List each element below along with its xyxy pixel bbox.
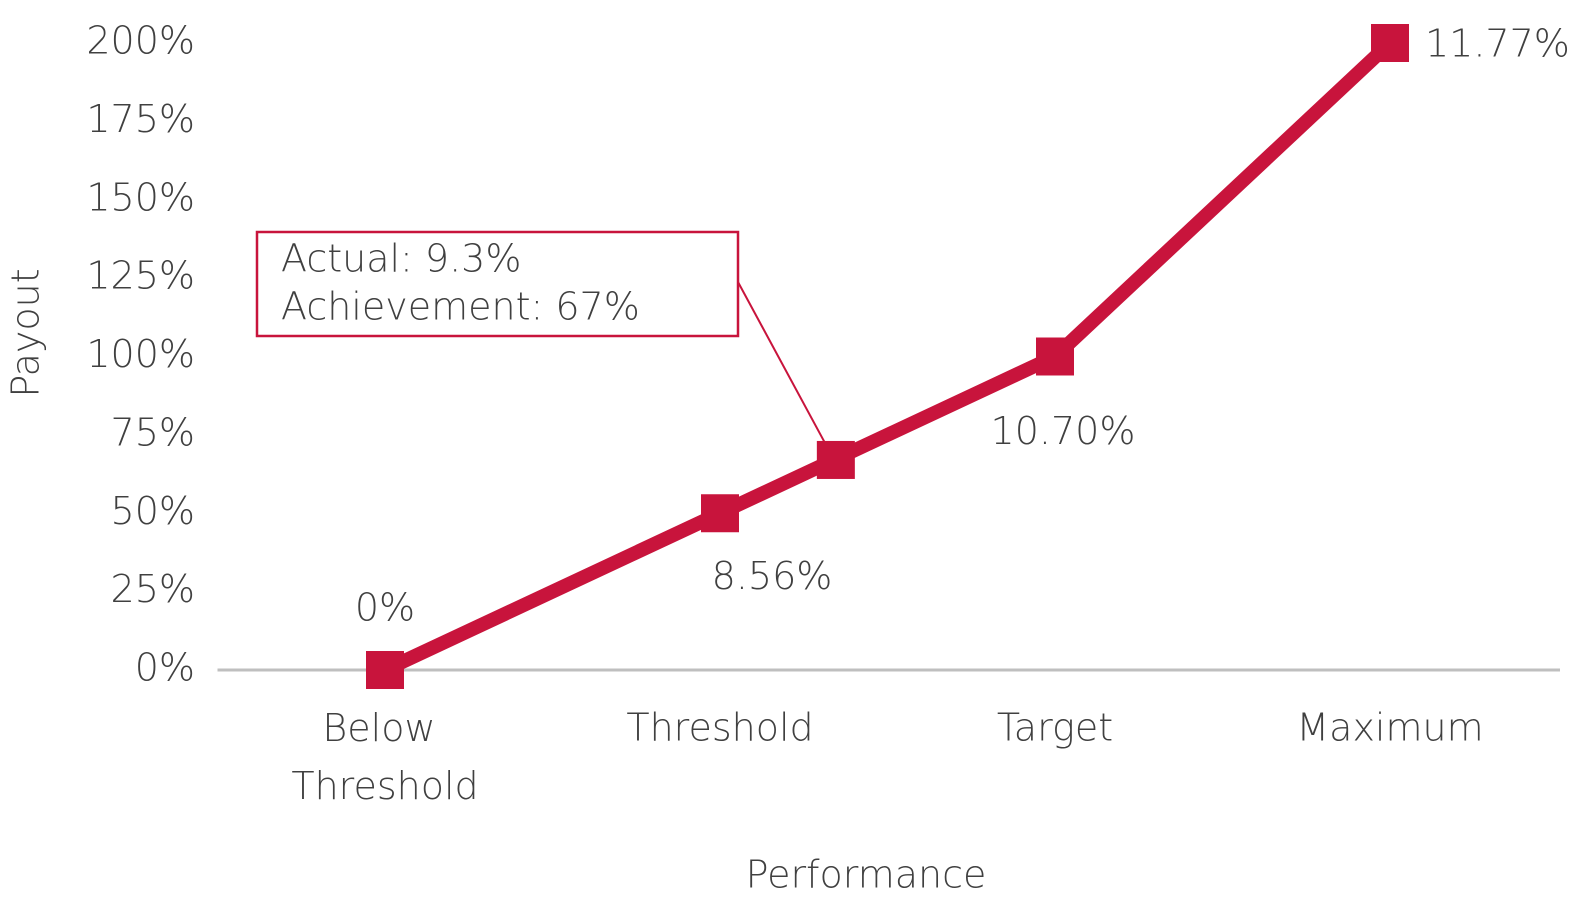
- marker: [1036, 337, 1074, 376]
- annotation-text: Achievement: 67%: [281, 285, 640, 329]
- y-tick-label: 50%: [111, 489, 195, 533]
- x-tick-label: Target: [997, 706, 1113, 750]
- x-axis-title: Performance: [746, 853, 987, 897]
- marker: [366, 651, 404, 689]
- y-tick-label: 175%: [86, 97, 195, 141]
- y-tick-label: 150%: [86, 175, 195, 219]
- line: [382, 37, 1395, 677]
- point-label: 8.56%: [712, 554, 833, 598]
- annotation-box: [255, 230, 740, 338]
- annotation-text: Actual: 9.3%: [281, 237, 521, 281]
- marker: [1371, 24, 1409, 62]
- y-tick-label: 0%: [135, 646, 195, 690]
- x-tick-label: Maximum: [1296, 706, 1483, 750]
- y-tick-label: 200%: [86, 19, 195, 63]
- x-tick-label: Threshold: [626, 706, 813, 750]
- y-tick-label: 75%: [111, 410, 195, 454]
- annotation-leader: [737, 281, 831, 453]
- y-tick-label: 25%: [111, 567, 195, 611]
- x-tick-label: Below Threshold: [291, 706, 478, 808]
- point-label: 11.77%: [1425, 22, 1570, 66]
- point-label: 0%: [355, 586, 415, 630]
- marker: [701, 494, 739, 533]
- y-tick-label: 125%: [86, 254, 195, 298]
- actual-marker: [816, 440, 855, 479]
- point-label: 10.70%: [991, 409, 1136, 453]
- y-axis-title: Payout: [4, 268, 48, 397]
- y-tick-label: 100%: [86, 332, 195, 376]
